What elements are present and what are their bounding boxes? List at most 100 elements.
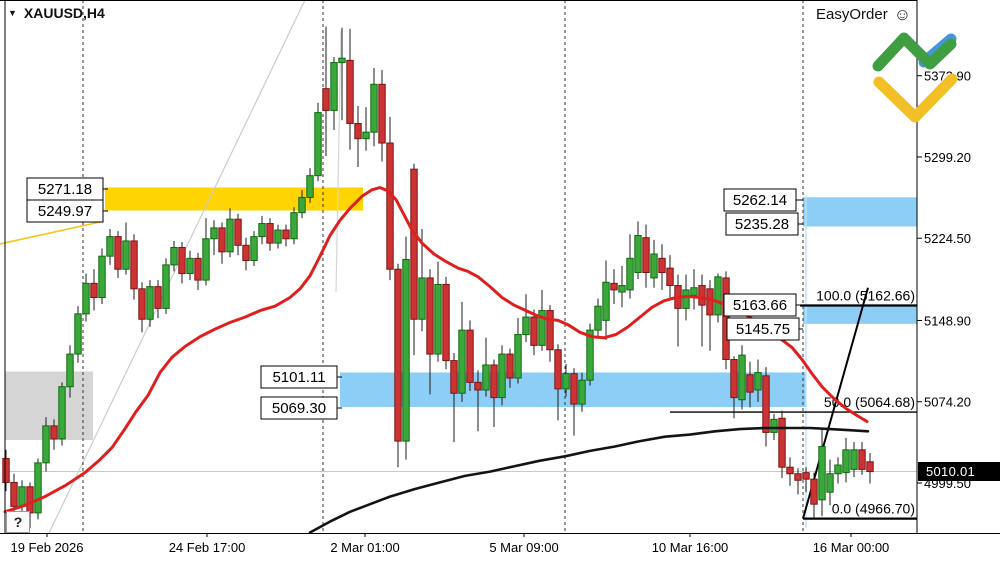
candle-body (570, 373, 578, 405)
candle-body (138, 288, 146, 320)
candle (450, 352, 458, 443)
candle (610, 269, 618, 305)
candle-body (282, 229, 290, 240)
candle (658, 244, 666, 290)
candle-body (306, 175, 314, 198)
candle-body (482, 364, 490, 391)
candle (346, 28, 354, 150)
candle (794, 468, 802, 495)
candle (594, 298, 602, 338)
candle (74, 306, 82, 363)
help-button[interactable]: ? (6, 511, 30, 533)
candle (834, 457, 842, 484)
candle-body (234, 218, 242, 246)
price-level-label: 5262.14 (733, 192, 787, 209)
candle (370, 67, 378, 147)
easyorder-button[interactable]: EasyOrder ☺ (816, 6, 911, 23)
candle-body (490, 364, 498, 399)
candle-body (330, 62, 338, 111)
candle-body (210, 227, 218, 240)
candle (378, 70, 386, 162)
candle (226, 208, 234, 258)
candle-body (250, 236, 258, 262)
candle-body (698, 285, 706, 306)
candle-body (850, 449, 858, 470)
gray-steep-trendline[interactable] (335, 29, 342, 293)
candle (434, 261, 442, 362)
candle-body (602, 281, 610, 321)
candle (738, 345, 746, 410)
candle (586, 323, 594, 386)
candle (754, 359, 762, 402)
candle (570, 368, 578, 436)
right-blue-upper[interactable] (803, 197, 917, 227)
price-axis-label: 5224.50 (924, 231, 971, 246)
candle-body (66, 353, 74, 388)
candle (514, 318, 522, 384)
candle-body (394, 268, 402, 442)
price-level-label-box[interactable] (26, 199, 104, 223)
candle (730, 356, 738, 419)
candle (34, 458, 42, 520)
candle (202, 218, 210, 286)
candle (210, 220, 218, 256)
price-level-label: 5163.66 (733, 297, 787, 314)
candle (338, 27, 346, 121)
candle (746, 361, 754, 408)
fib-level-label: 50.0 (5064.68) (824, 394, 915, 410)
candle (858, 442, 866, 475)
candle (690, 269, 698, 310)
candle (786, 457, 794, 486)
price-level-label: 5145.75 (736, 321, 790, 338)
yellow-zone[interactable] (105, 187, 363, 211)
candle (146, 280, 154, 327)
candle-body (266, 223, 274, 244)
candle (98, 248, 106, 305)
price-level-label: 5249.97 (38, 203, 92, 220)
price-level-label-box[interactable] (260, 365, 338, 389)
candle-body (354, 122, 362, 140)
symbol-label: ▼ XAUUSD,H4 (8, 5, 105, 21)
candle-body (594, 305, 602, 331)
candle (306, 168, 314, 203)
candle-body (810, 478, 818, 505)
yellow-trendline[interactable] (0, 221, 101, 245)
price-axis-label: 5148.90 (924, 313, 971, 328)
candle-body (618, 285, 626, 293)
fib-level-label: 0.0 (4966.70) (832, 501, 915, 517)
easyorder-label: EasyOrder (816, 6, 888, 23)
candle (490, 359, 498, 427)
chevron-down-icon[interactable]: ▼ (8, 8, 17, 18)
candle-body (162, 264, 170, 309)
candle (50, 419, 58, 450)
candle-body (450, 360, 458, 394)
candle (362, 107, 370, 151)
price-level-label-box[interactable] (723, 293, 797, 317)
price-level-label-box[interactable] (723, 188, 797, 212)
candle (802, 467, 810, 493)
candle-body (226, 218, 234, 253)
candle (482, 337, 490, 397)
price-level-label-box[interactable] (726, 317, 800, 341)
candle-body (634, 235, 642, 273)
candle-body (746, 374, 754, 393)
price-level-label-box[interactable] (725, 212, 799, 236)
candle (826, 459, 834, 506)
candle-body (42, 425, 50, 464)
candle (650, 239, 658, 288)
candle-body (154, 286, 162, 309)
candle-body (794, 473, 802, 481)
candle (114, 231, 122, 278)
candle (634, 221, 642, 280)
candle-body (562, 373, 570, 390)
candle-body (130, 240, 138, 290)
price-level-label-box[interactable] (260, 396, 338, 420)
candle (714, 273, 722, 323)
price-level-label: 5069.30 (272, 400, 326, 417)
candle-body (114, 236, 122, 270)
candle-body (34, 462, 42, 514)
gray-diagonal-trendline[interactable] (48, 0, 306, 534)
candle-body (218, 227, 226, 253)
